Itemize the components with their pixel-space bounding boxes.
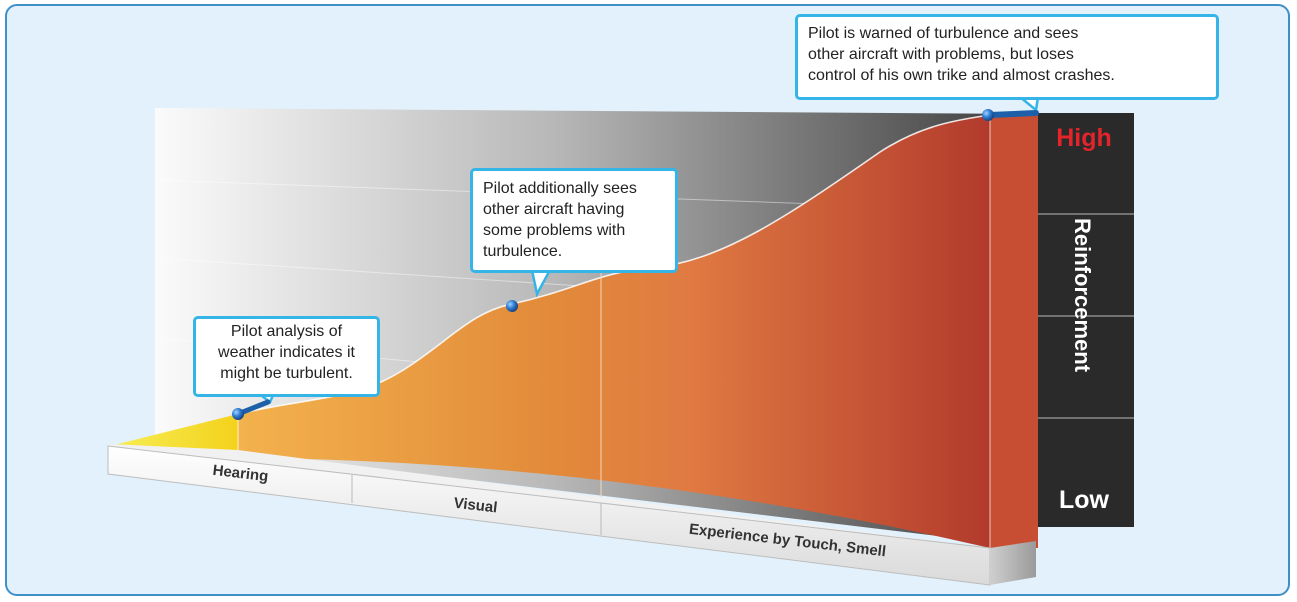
low-label: Low [1059, 486, 1110, 514]
callout-loss-of-control: Pilot is warned of turbulence and sees o… [795, 14, 1219, 100]
base-label-hearing: Hearing [212, 462, 269, 485]
base-dividers [351, 475, 602, 535]
callout-2-line: Pilot additionally sees [483, 180, 637, 197]
scale-dividers [1038, 213, 1134, 419]
callout-1-line: might be turbulent. [220, 365, 353, 382]
pin-3 [982, 109, 1039, 121]
callout-1-line: weather indicates it [218, 344, 355, 361]
callout-visual-observation: Pilot additionally sees other aircraft h… [470, 168, 678, 273]
callout-3-line: control of his own trike and almost cras… [808, 67, 1115, 84]
callout-3-line: other aircraft with problems, but loses [808, 46, 1074, 63]
scale-bar [1038, 113, 1134, 527]
callout-2-line: other aircraft having [483, 201, 625, 218]
base-label-visual: Visual [453, 495, 499, 517]
reinforcement-area [238, 115, 990, 548]
base-side [990, 541, 1036, 585]
callout-2-line: some problems with [483, 222, 626, 239]
reinforcement-axis-label: Reinforcement [1070, 218, 1095, 373]
base-top [108, 444, 1036, 548]
pin-2 [506, 300, 518, 312]
area-end-face [990, 113, 1038, 548]
callout-1-line: Pilot analysis of [230, 323, 343, 340]
pin-1 [232, 399, 271, 420]
callout-weather-analysis: Pilot analysis of weather indicates it m… [193, 316, 380, 397]
callout-3-line: Pilot is warned of turbulence and sees [808, 25, 1079, 42]
high-label: High [1056, 124, 1112, 152]
callout-2-line: turbulence. [483, 243, 563, 260]
